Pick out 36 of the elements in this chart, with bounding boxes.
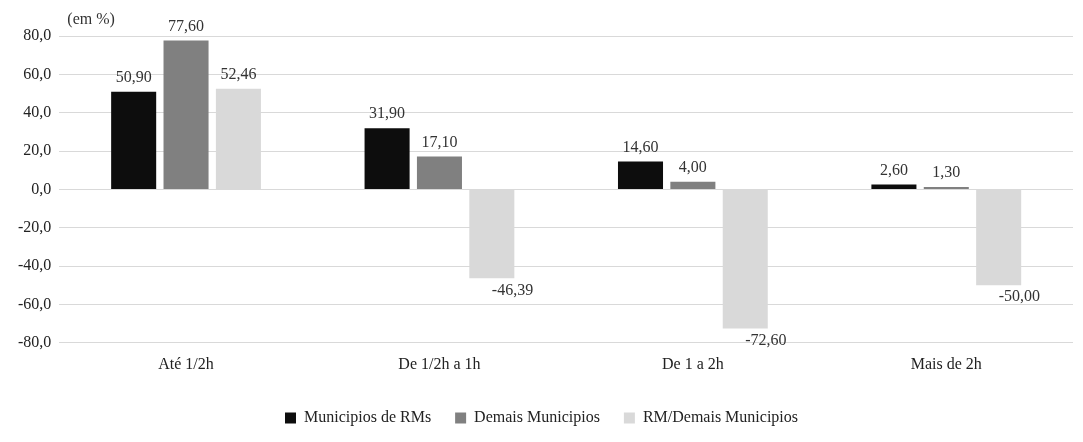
bar — [416, 156, 462, 189]
y-tick-label: 0,0 — [31, 179, 52, 197]
x-tick-label: De 1/2h a 1h — [398, 354, 481, 372]
data-label: 14,60 — [622, 137, 659, 155]
y-tick-label: 40,0 — [23, 102, 52, 120]
data-label: 4,00 — [678, 157, 707, 175]
y-tick-label: -40,0 — [18, 256, 52, 274]
bar — [364, 128, 410, 189]
legend-label: Demais Municipios — [474, 408, 600, 427]
bar — [871, 184, 917, 189]
data-label: 52,46 — [220, 65, 257, 83]
x-tick-label: De 1 a 2h — [661, 354, 724, 372]
y-tick-label: -60,0 — [18, 294, 52, 312]
data-label: -46,39 — [491, 280, 534, 298]
x-tick-label: Mais de 2h — [910, 354, 982, 372]
legend-label: Municipios de RMs — [304, 408, 432, 427]
y-tick-label: 60,0 — [23, 64, 52, 82]
data-label: 50,90 — [115, 68, 152, 85]
bar — [617, 161, 664, 189]
y-tick-label: 20,0 — [23, 141, 52, 159]
data-label: 1,30 — [932, 163, 961, 181]
y-tick-label: -20,0 — [18, 217, 52, 235]
legend-label: RM/Demais Municipios — [642, 408, 798, 427]
data-label: 77,60 — [168, 16, 205, 34]
data-label: 31,90 — [369, 104, 406, 122]
data-label: 17,10 — [421, 132, 458, 150]
x-tick-label: Até 1/2h — [158, 354, 214, 372]
data-label: -50,00 — [998, 287, 1040, 305]
y-tick-label: -80,0 — [18, 333, 52, 350]
bar — [670, 181, 716, 189]
y-tick-label: 80,0 — [23, 26, 52, 44]
data-label: -72,60 — [745, 330, 787, 348]
bar — [163, 40, 209, 189]
y-axis-title: (em %) — [67, 10, 115, 29]
data-label: 2,60 — [879, 160, 908, 178]
bar — [111, 91, 157, 189]
